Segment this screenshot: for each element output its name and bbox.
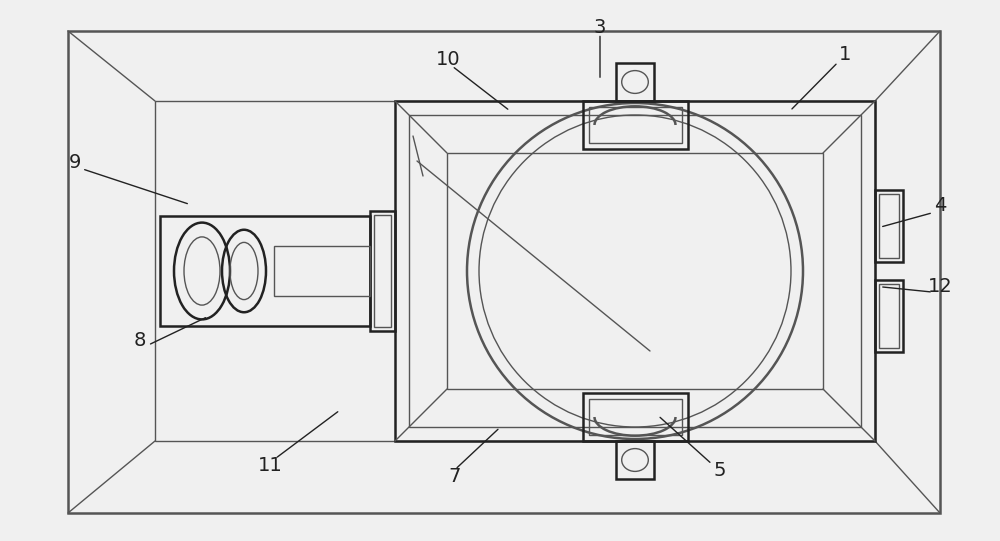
Bar bbox=[588, 399, 682, 435]
Text: 10: 10 bbox=[436, 50, 460, 69]
Bar bbox=[155, 101, 875, 441]
Bar bbox=[374, 215, 391, 327]
Text: 4: 4 bbox=[934, 196, 946, 215]
Bar bbox=[588, 107, 682, 143]
Bar bbox=[160, 216, 370, 326]
Bar bbox=[395, 101, 875, 441]
Bar bbox=[875, 280, 903, 352]
Bar bbox=[616, 441, 654, 479]
Bar bbox=[274, 246, 370, 296]
Bar bbox=[879, 284, 899, 348]
Bar bbox=[447, 153, 823, 389]
Bar bbox=[370, 211, 395, 331]
Bar bbox=[68, 31, 940, 513]
Text: 8: 8 bbox=[134, 331, 146, 351]
Text: 5: 5 bbox=[714, 461, 726, 480]
Bar bbox=[616, 63, 654, 101]
Bar bbox=[879, 194, 899, 258]
Text: 7: 7 bbox=[449, 466, 461, 486]
Text: 11: 11 bbox=[258, 456, 282, 475]
Text: 3: 3 bbox=[594, 17, 606, 37]
Text: 12: 12 bbox=[928, 277, 952, 296]
Text: 9: 9 bbox=[69, 153, 81, 172]
Bar bbox=[875, 190, 903, 262]
Bar bbox=[409, 115, 861, 427]
Text: 1: 1 bbox=[839, 44, 851, 64]
Bar bbox=[582, 101, 688, 149]
Bar bbox=[582, 393, 688, 441]
